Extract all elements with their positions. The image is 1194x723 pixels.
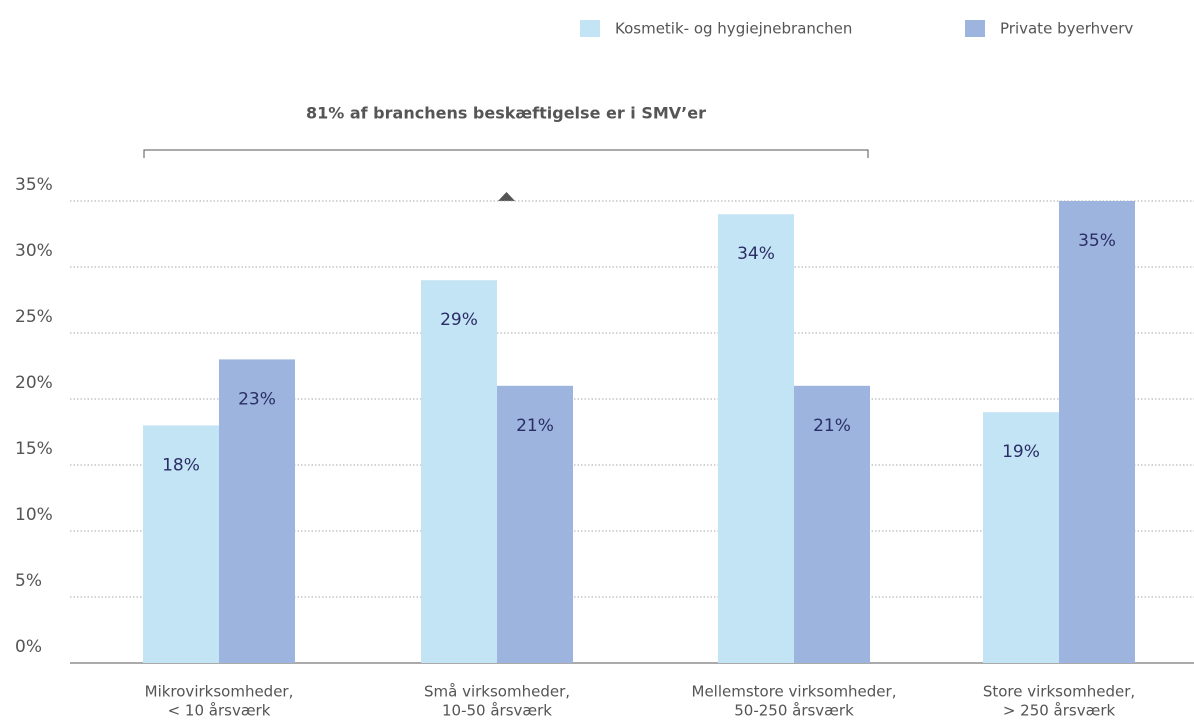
bracket xyxy=(143,149,869,158)
bar xyxy=(219,359,295,663)
x-tick-label: 50-250 årsværk xyxy=(734,702,854,720)
bar xyxy=(718,214,794,663)
x-tick-label: 10-50 årsværk xyxy=(442,702,552,720)
y-tick-label: 30% xyxy=(15,241,53,261)
triangle xyxy=(498,192,515,201)
y-tick-label: 20% xyxy=(15,373,53,393)
x-tick-label: Mikrovirksomheder, xyxy=(145,683,294,701)
y-tick-label: 35% xyxy=(15,175,53,195)
value-label: 23% xyxy=(238,389,276,409)
value-label: 34% xyxy=(737,244,775,264)
y-tick-label: 10% xyxy=(15,505,53,525)
bar xyxy=(497,385,573,663)
x-tick-label: Små virksomheder, xyxy=(424,683,570,701)
bar xyxy=(983,412,1059,663)
bar xyxy=(143,425,219,663)
y-tick-label: 0% xyxy=(15,637,42,657)
bar xyxy=(1059,201,1135,663)
legend-swatch xyxy=(580,20,600,37)
x-tick-label: Mellemstore virksomheder, xyxy=(692,683,897,701)
value-label: 35% xyxy=(1078,231,1116,251)
value-label: 29% xyxy=(440,310,478,330)
y-tick-label: 25% xyxy=(15,307,53,327)
x-tick-label: < 10 årsværk xyxy=(168,702,271,720)
value-label: 21% xyxy=(516,416,554,436)
legend-swatch xyxy=(965,20,985,37)
bar xyxy=(794,385,870,663)
y-tick-label: 15% xyxy=(15,439,53,459)
value-label: 18% xyxy=(162,455,200,475)
value-label: 19% xyxy=(1002,442,1040,462)
x-tick-label: > 250 årsværk xyxy=(1003,702,1116,720)
x-tick-label: Store virksomheder, xyxy=(983,683,1135,701)
annotation: 81% af branchens beskæftigelse er i SMV’… xyxy=(306,104,706,123)
bar xyxy=(421,280,497,663)
value-label: 21% xyxy=(813,416,851,436)
legend-label: Kosmetik- og hygiejnebranchen xyxy=(615,20,852,38)
y-tick-label: 5% xyxy=(15,571,42,591)
legend-label: Private byerhverv xyxy=(1000,20,1133,38)
